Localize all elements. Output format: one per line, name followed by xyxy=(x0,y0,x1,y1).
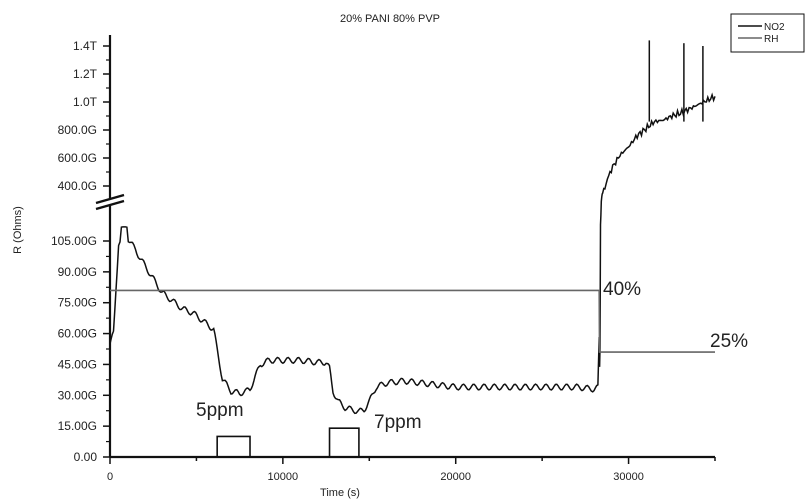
series-layer xyxy=(109,40,716,457)
x-tick-label: 10000 xyxy=(268,471,299,483)
annotations: 5ppm 7ppm 40% 25% xyxy=(196,279,748,433)
y-tick-label: 800.0G xyxy=(58,123,97,137)
y-axis-label: R (Ohms) xyxy=(12,206,24,254)
legend-box xyxy=(730,13,805,53)
y-tick-label: 15.00G xyxy=(58,419,97,433)
y-tick-label: 90.00G xyxy=(58,265,97,279)
y-tick-label: 105.00G xyxy=(51,234,97,248)
y-tick-label: 1.0T xyxy=(73,95,98,109)
chart-title: 20% PANI 80% PVP xyxy=(340,13,440,25)
y-tick-label: 600.0G xyxy=(58,151,97,165)
annotation-label: 40% xyxy=(603,279,641,300)
axis-break-marker xyxy=(95,193,125,211)
y-tick-label: 30.00G xyxy=(58,388,97,402)
y-tick-label: 60.00G xyxy=(58,327,97,341)
y-tick-label: 0.00 xyxy=(74,450,98,464)
series-line-rh xyxy=(110,289,715,353)
annotation-label: 7ppm xyxy=(374,412,422,433)
y-tick-label: 400.0G xyxy=(58,179,97,193)
x-axis-label: Time (s) xyxy=(320,487,360,499)
y-tick-label: 1.4T xyxy=(73,39,98,53)
legend-label: RH xyxy=(764,34,778,45)
gas-pulse xyxy=(216,435,251,457)
x-tick-label: 0 xyxy=(107,471,113,483)
x-tick-label: 20000 xyxy=(440,471,471,483)
y-tick-label: 75.00G xyxy=(58,296,97,310)
annotation-label: 5ppm xyxy=(196,400,244,421)
axes xyxy=(95,35,716,464)
x-tick-label: 30000 xyxy=(613,471,644,483)
legend-label: NO2 xyxy=(764,22,785,33)
y-tick-label: 1.2T xyxy=(73,67,98,81)
tick-labels: 0 10000 20000 30000 0.00 15.00G 30.00G 45.00G 60… xyxy=(51,39,644,483)
y-tick-label: 45.00G xyxy=(58,357,97,371)
gas-pulse xyxy=(328,427,360,457)
annotation-label: 25% xyxy=(710,331,748,352)
series-line-no2 xyxy=(109,92,716,415)
